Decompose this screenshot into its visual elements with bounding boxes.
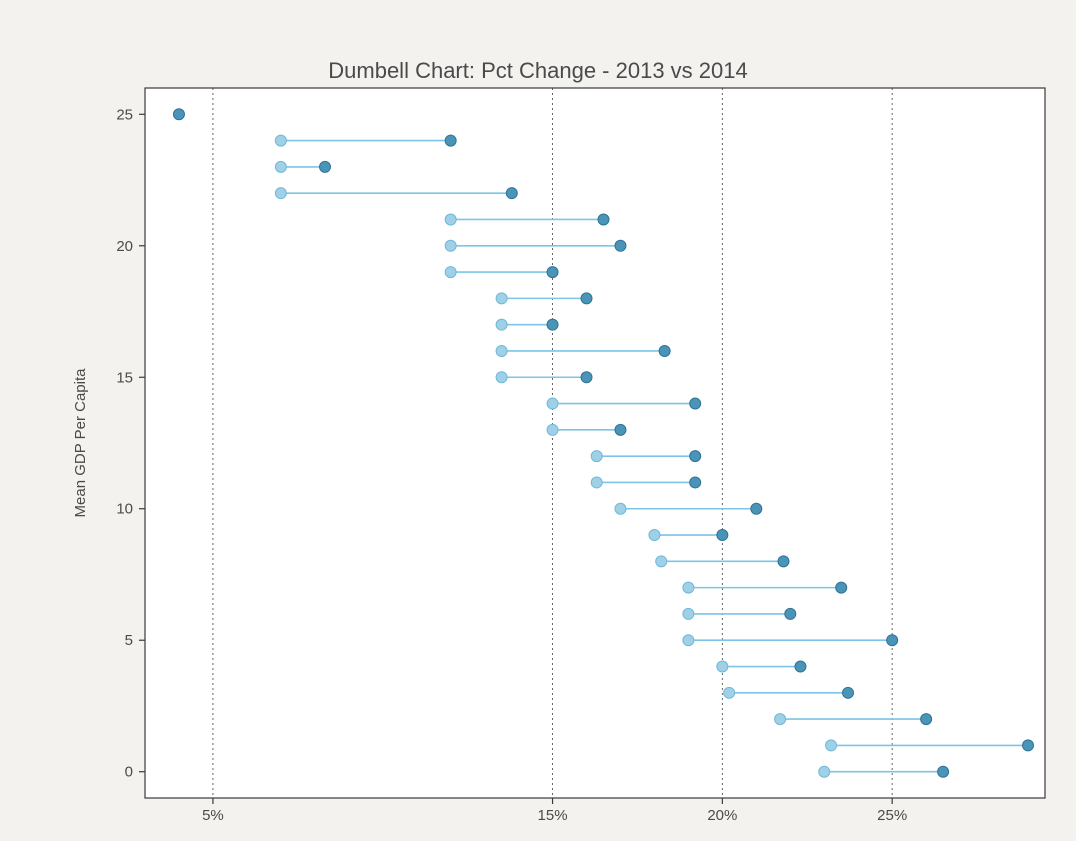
marker-end [320, 161, 331, 172]
y-axis-label: Mean GDP Per Capita [72, 368, 89, 518]
marker-end [615, 424, 626, 435]
marker-end [690, 477, 701, 488]
marker-end [581, 372, 592, 383]
x-tick-label: 5% [202, 807, 224, 824]
marker-end [581, 293, 592, 304]
marker-end [843, 687, 854, 698]
marker-end [921, 714, 932, 725]
marker-end [778, 556, 789, 567]
marker-start [717, 661, 728, 672]
marker-start [275, 188, 286, 199]
marker-start [591, 477, 602, 488]
x-tick-label: 15% [538, 807, 568, 824]
marker-start [775, 714, 786, 725]
marker-start [819, 766, 830, 777]
marker-start [724, 687, 735, 698]
marker-start [445, 240, 456, 251]
marker-start [649, 530, 660, 541]
marker-end [717, 530, 728, 541]
marker-start [496, 372, 507, 383]
marker-end [690, 451, 701, 462]
y-tick-label: 20 [116, 238, 133, 255]
marker-end [690, 398, 701, 409]
marker-end [615, 240, 626, 251]
marker-start [496, 345, 507, 356]
marker-start [275, 135, 286, 146]
chart-page: Dumbell Chart: Pct Change - 2013 vs 2014… [0, 0, 1076, 841]
x-tick-label: 20% [707, 807, 737, 824]
marker-start [496, 319, 507, 330]
marker-start [683, 582, 694, 593]
marker-end [547, 267, 558, 278]
y-tick-label: 15 [116, 369, 133, 386]
marker-end [547, 319, 558, 330]
marker-end [1023, 740, 1034, 751]
chart-title: Dumbell Chart: Pct Change - 2013 vs 2014 [0, 58, 1076, 84]
marker-end [506, 188, 517, 199]
marker-end [659, 345, 670, 356]
x-tick-label: 25% [877, 807, 907, 824]
y-tick-label: 5 [125, 632, 133, 649]
marker-start [275, 161, 286, 172]
marker-start [445, 267, 456, 278]
marker-single [173, 109, 184, 120]
marker-end [887, 635, 898, 646]
marker-end [445, 135, 456, 146]
marker-start [656, 556, 667, 567]
marker-start [591, 451, 602, 462]
marker-end [836, 582, 847, 593]
marker-start [496, 293, 507, 304]
marker-start [547, 398, 558, 409]
dumbbell-chart: 5% 15% 20% 25% 0 5 10 15 20 25 Mean GDP Per Capita [0, 0, 1076, 841]
marker-start [826, 740, 837, 751]
marker-end [598, 214, 609, 225]
y-tick-label: 0 [125, 764, 133, 781]
marker-end [795, 661, 806, 672]
marker-end [938, 766, 949, 777]
y-tick-label: 25 [116, 106, 133, 123]
marker-end [785, 608, 796, 619]
marker-start [683, 608, 694, 619]
marker-start [683, 635, 694, 646]
marker-start [547, 424, 558, 435]
marker-end [751, 503, 762, 514]
marker-start [445, 214, 456, 225]
y-tick-label: 10 [116, 501, 133, 518]
marker-start [615, 503, 626, 514]
